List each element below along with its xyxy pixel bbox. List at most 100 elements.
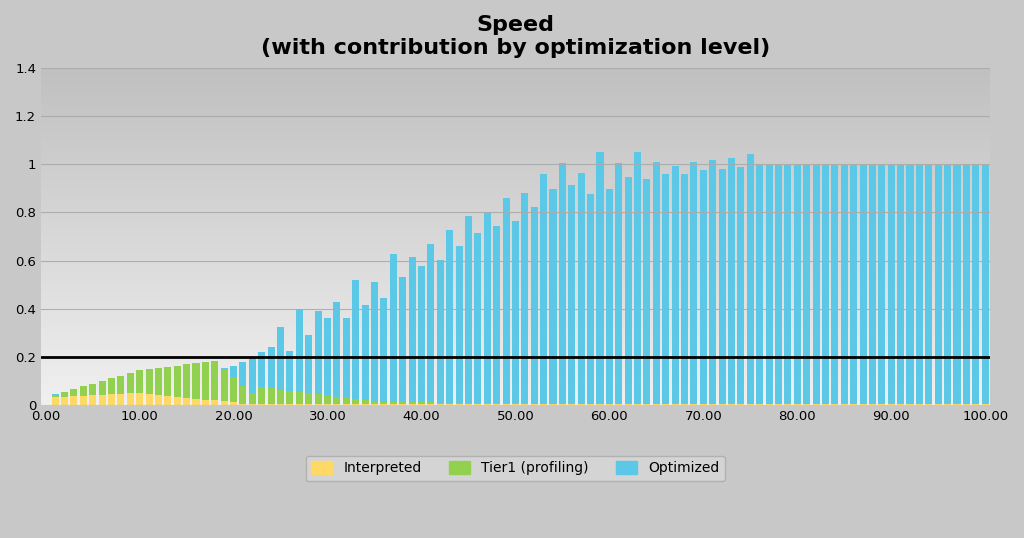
Bar [606, 404, 613, 405]
Bar [324, 404, 331, 405]
Bar [812, 166, 819, 404]
Bar [427, 244, 434, 402]
Bar [61, 397, 68, 405]
Bar [249, 404, 256, 405]
Bar [267, 347, 274, 388]
Bar [559, 404, 566, 405]
Bar [89, 395, 96, 405]
Bar [550, 189, 556, 404]
Bar [258, 352, 265, 387]
Bar [437, 404, 443, 405]
Bar [672, 404, 679, 405]
Bar [343, 318, 350, 398]
Bar [98, 395, 105, 405]
Bar [324, 318, 331, 395]
Bar [202, 362, 209, 400]
Bar [935, 404, 942, 405]
Bar [409, 257, 416, 402]
Bar [859, 166, 866, 404]
Bar [559, 163, 566, 404]
Bar [963, 166, 970, 404]
Bar [456, 246, 463, 403]
Bar [897, 404, 904, 405]
Bar [220, 369, 227, 401]
Bar [483, 403, 490, 404]
Bar [596, 152, 603, 404]
Bar [512, 404, 519, 405]
Bar [578, 173, 585, 404]
Bar [869, 166, 876, 404]
Bar [944, 404, 951, 405]
Bar [390, 404, 397, 405]
Bar [399, 277, 407, 402]
Bar [822, 404, 829, 405]
Bar [334, 397, 340, 404]
Bar [127, 373, 134, 393]
Bar [371, 404, 378, 405]
Bar [746, 404, 754, 405]
Bar [784, 404, 792, 405]
Bar [456, 403, 463, 404]
Bar [634, 404, 641, 405]
Bar [409, 404, 416, 405]
Bar [906, 166, 913, 404]
Bar [625, 176, 632, 404]
Bar [296, 392, 303, 404]
Bar [427, 404, 434, 405]
Bar [625, 404, 632, 405]
Bar [352, 399, 359, 404]
Bar [437, 260, 443, 402]
Bar [352, 404, 359, 405]
Bar [681, 404, 688, 405]
Bar [926, 404, 932, 405]
Bar [710, 160, 716, 404]
Bar [352, 280, 359, 399]
Bar [775, 166, 782, 404]
Bar [71, 389, 78, 396]
Bar [879, 166, 886, 404]
Legend: Interpreted, Tier1 (profiling), Optimized: Interpreted, Tier1 (profiling), Optimize… [306, 456, 725, 480]
Bar [108, 378, 115, 394]
Bar [756, 404, 763, 405]
Bar [869, 404, 876, 405]
Bar [935, 166, 942, 404]
Bar [71, 396, 78, 405]
Bar [230, 402, 238, 405]
Bar [80, 386, 87, 395]
Bar [746, 154, 754, 404]
Bar [737, 404, 744, 405]
Title: Speed
(with contribution by optimization level): Speed (with contribution by optimization… [261, 15, 770, 58]
Bar [183, 364, 190, 398]
Bar [211, 361, 218, 400]
Bar [305, 404, 312, 405]
Bar [483, 404, 490, 405]
Bar [530, 207, 538, 404]
Bar [287, 404, 294, 405]
Bar [427, 402, 434, 404]
Bar [155, 368, 162, 395]
Bar [446, 402, 454, 404]
Bar [361, 305, 369, 400]
Bar [380, 402, 387, 404]
Bar [418, 266, 425, 402]
Bar [230, 377, 238, 402]
Bar [850, 166, 857, 404]
Bar [803, 404, 810, 405]
Bar [822, 166, 829, 404]
Bar [587, 194, 594, 404]
Bar [672, 166, 679, 404]
Bar [296, 404, 303, 405]
Bar [80, 395, 87, 405]
Bar [136, 393, 143, 405]
Bar [164, 367, 171, 395]
Bar [831, 404, 839, 405]
Bar [483, 213, 490, 403]
Bar [399, 402, 407, 404]
Bar [521, 193, 528, 404]
Bar [118, 394, 124, 405]
Bar [267, 388, 274, 404]
Bar [371, 402, 378, 404]
Bar [361, 400, 369, 404]
Bar [530, 404, 538, 405]
Bar [314, 394, 322, 404]
